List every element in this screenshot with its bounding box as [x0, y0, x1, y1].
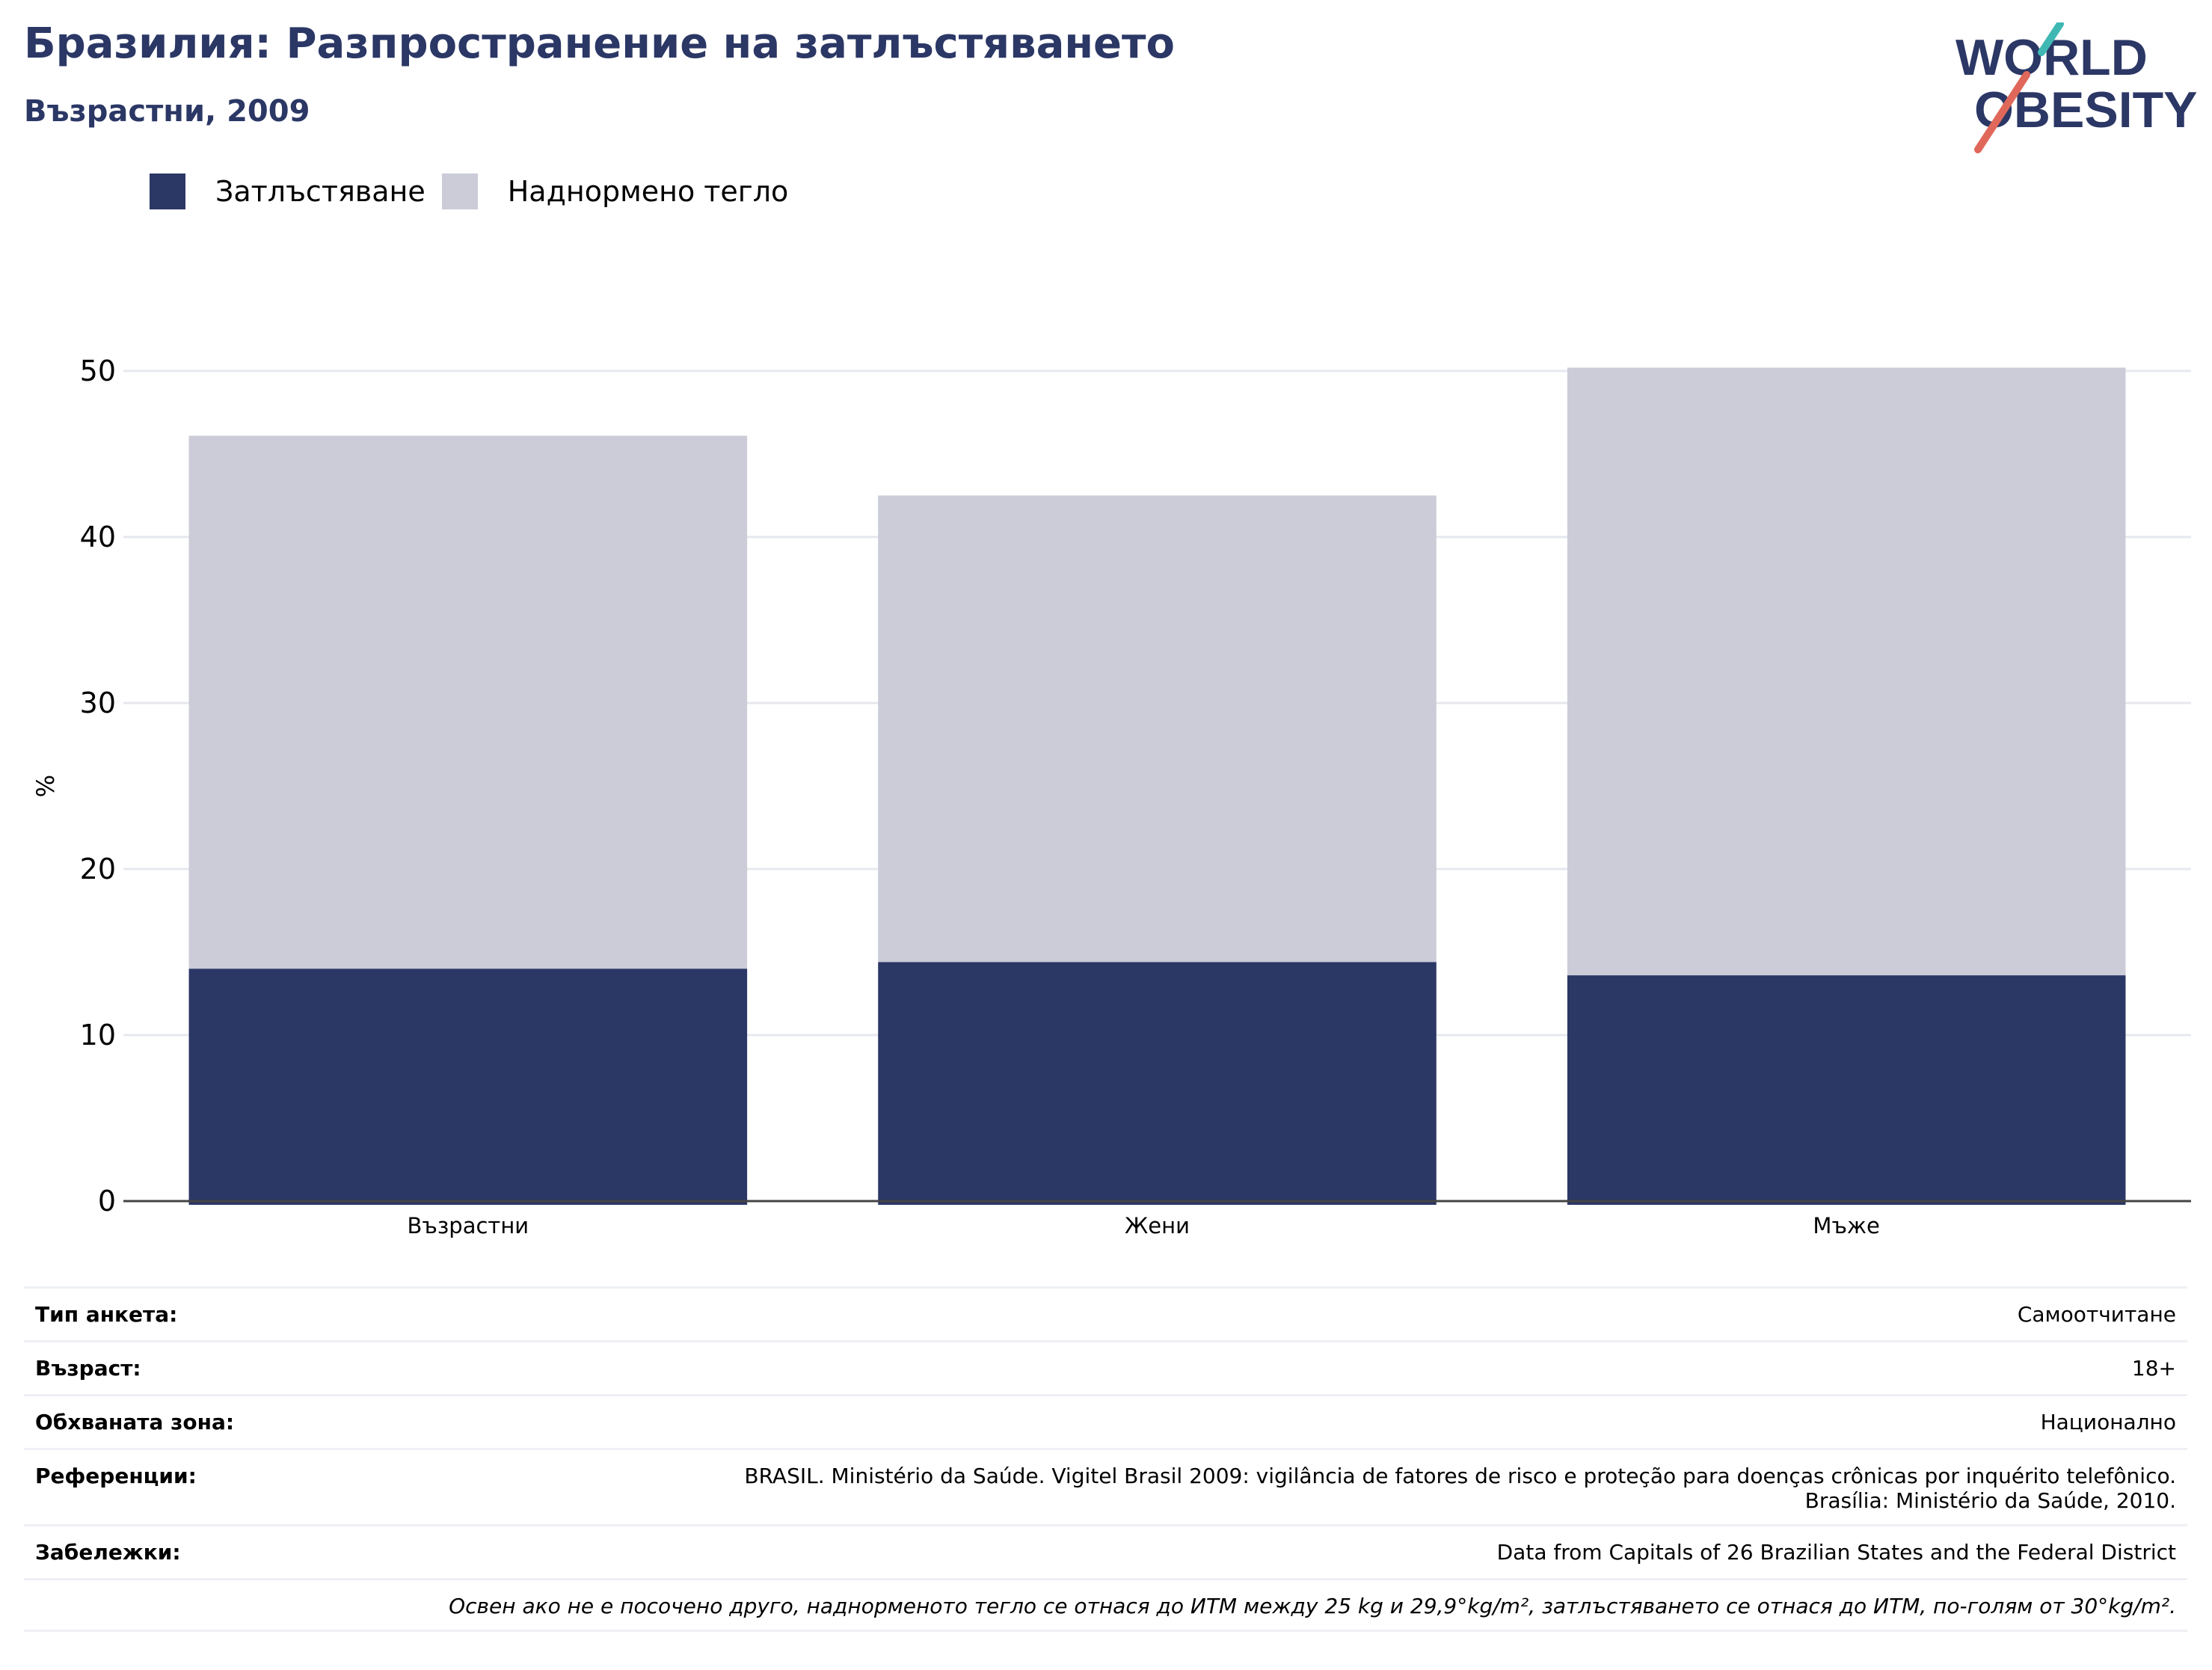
x-tick-label: Възрастни [408, 1213, 529, 1238]
y-axis-label: % [31, 775, 60, 797]
logo-text-obesity: OBESITY [1974, 82, 2198, 138]
y-tick-label: 10 [80, 1019, 116, 1052]
bar-overweight-2 [878, 495, 1437, 963]
meta-row-notes: Забележки: Data from Capitals of 26 Braz… [24, 1524, 2187, 1578]
meta-label: Тип анкета: [35, 1302, 178, 1327]
meta-row-age: Възраст: 18+ [24, 1340, 2187, 1394]
legend-label-overweight: Наднормено тегло [507, 175, 789, 208]
y-tick-label: 20 [80, 853, 116, 885]
bar-overweight-3 [1567, 367, 2126, 976]
stacked-bar-chart: 0 10 20 30 40 50% Възрастни Жени Мъже [31, 354, 2191, 1238]
x-tick-label: Жени [1125, 1213, 1190, 1238]
bar-obesity-2 [878, 962, 1437, 1205]
meta-value: Национално [2040, 1410, 2176, 1434]
metadata-table: Тип анкета: Самоотчитане Възраст: 18+ Об… [24, 1286, 2187, 1632]
meta-row-survey-type: Тип анкета: Самоотчитане [24, 1286, 2187, 1340]
meta-value: 18+ [2131, 1356, 2176, 1381]
reference-line-1: BRASIL. Ministério da Saúde. Vigitel Bra… [744, 1464, 2176, 1488]
meta-row-references: Референции: BRASIL. Ministério da Saúde.… [24, 1448, 2187, 1524]
legend-swatch-overweight [441, 174, 478, 209]
legend-label-obesity: Затлъстяване [215, 175, 425, 208]
world-obesity-logo: WORLD OBESITY [1956, 22, 2198, 153]
meta-label: Обхваната зона: [35, 1410, 235, 1434]
logo-slash-coral [1974, 71, 2030, 153]
meta-value: Самоотчитане [2017, 1302, 2176, 1327]
chart-title: Бразилия: Разпространение на затлъстяван… [24, 19, 1175, 68]
legend-item-obesity[interactable]: Затлъстяване [150, 174, 425, 209]
y-tick-label: 0 [98, 1185, 116, 1218]
logo-slash-teal [2038, 22, 2064, 56]
y-tick-label: 30 [80, 687, 116, 719]
y-tick-label: 50 [80, 354, 116, 387]
legend-swatch-obesity [150, 174, 185, 209]
legend-item-overweight[interactable]: Наднормено тегло [441, 174, 789, 209]
meta-row-area: Обхваната зона: Национално [24, 1394, 2187, 1448]
reference-line-2: Brasília: Ministério da Saúde, 2010. [1804, 1488, 2176, 1513]
meta-label: Възраст: [35, 1356, 141, 1381]
x-tick-label: Мъже [1813, 1213, 1879, 1238]
bar-overweight-1 [188, 435, 748, 969]
meta-value: Data from Capitals of 26 Brazilian State… [1496, 1540, 2176, 1565]
meta-value: BRASIL. Ministério da Saúde. Vigitel Bra… [744, 1464, 2176, 1513]
bar-obesity-3 [1567, 975, 2126, 1205]
bar-obesity-1 [188, 968, 748, 1205]
meta-row-definition-note: Освен ако не е посочено друго, наднормен… [24, 1578, 2187, 1632]
chart-subtitle: Възрастни, 2009 [24, 94, 310, 129]
chart-legend: Затлъстяване Наднормено тегло [150, 174, 805, 209]
y-tick-label: 40 [80, 521, 116, 553]
meta-label: Забележки: [35, 1540, 181, 1565]
definition-note: Освен ако не е посочено друго, наднормен… [449, 1594, 2176, 1618]
meta-label: Референции: [35, 1464, 197, 1488]
